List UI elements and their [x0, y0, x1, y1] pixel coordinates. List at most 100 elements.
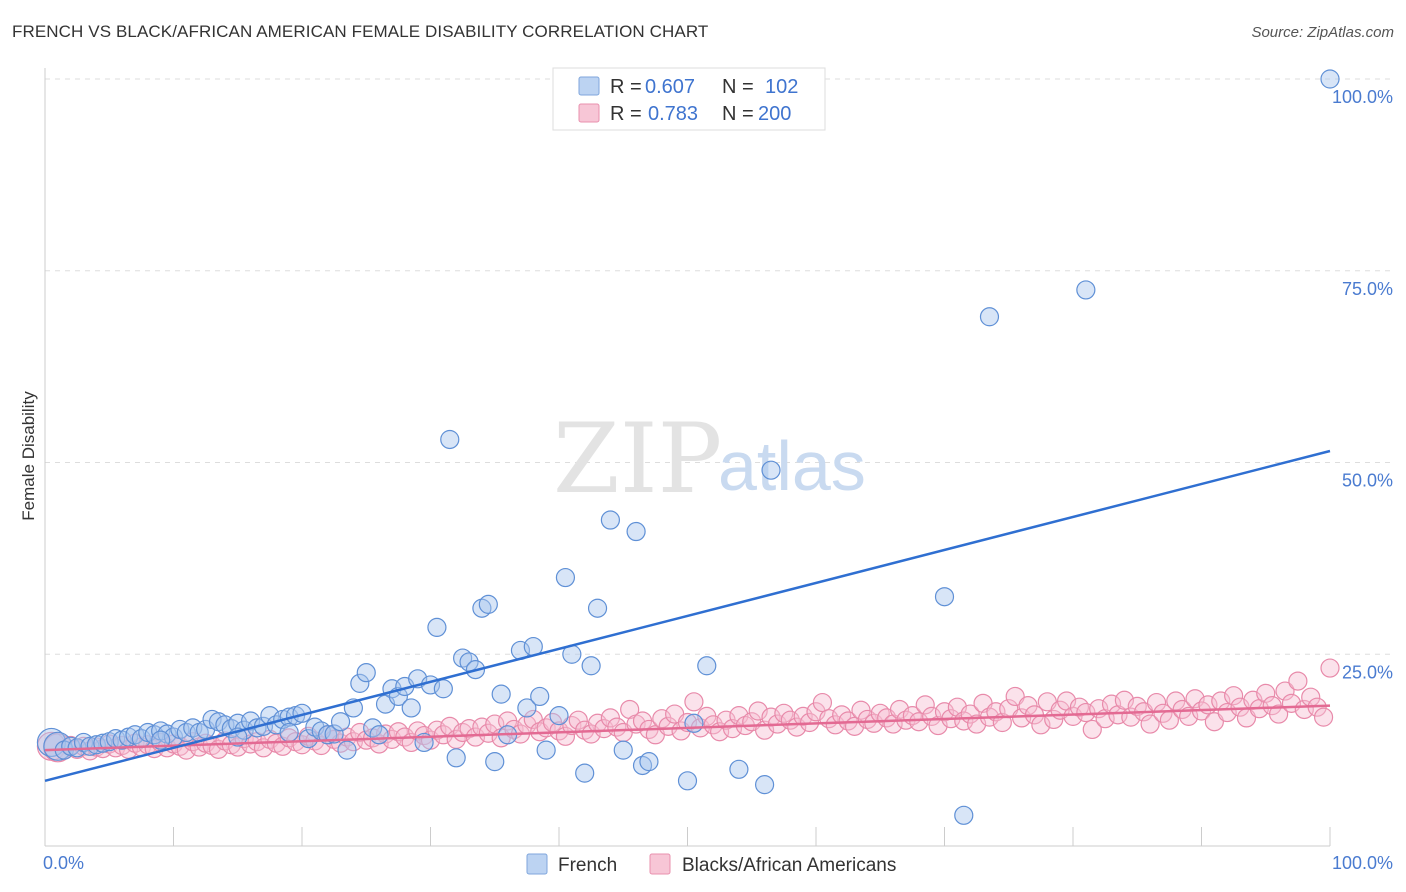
- blacks-point: [825, 715, 845, 735]
- french-point: [279, 722, 299, 743]
- y-tick-label: 100.0%: [1332, 87, 1393, 107]
- french-point: [151, 730, 171, 750]
- blacks-point: [587, 713, 608, 733]
- french-point: [478, 594, 498, 614]
- blacks-point: [1082, 719, 1102, 740]
- watermark-atlas: atlas: [718, 427, 866, 505]
- blacks-point: [684, 692, 704, 712]
- blacks-point: [1268, 704, 1289, 724]
- french-point: [934, 587, 955, 607]
- french-point: [639, 752, 659, 772]
- french-point: [677, 771, 698, 791]
- blacks-point: [915, 695, 935, 715]
- french-point: [61, 736, 81, 756]
- blacks-point: [1288, 671, 1308, 691]
- french-point: [491, 684, 511, 704]
- series-blacks-points: [36, 658, 1340, 763]
- french-point: [485, 752, 505, 772]
- french-point: [324, 724, 344, 744]
- french-point: [600, 510, 621, 530]
- french-point: [549, 706, 569, 726]
- french-point: [626, 521, 646, 542]
- x-tick-label-min: 0.0%: [43, 853, 84, 873]
- french-point: [530, 686, 550, 707]
- x-axis-ticks: [44, 827, 1331, 846]
- x-tick-label-max: 100.0%: [1332, 853, 1393, 873]
- french-point: [979, 307, 1000, 327]
- french-point: [433, 679, 453, 699]
- blacks-point: [568, 710, 588, 730]
- legend-n-label-french: N =: [722, 76, 754, 98]
- legend-r-value-french: 0.607: [645, 76, 695, 98]
- y-tick-label: 75.0%: [1342, 279, 1393, 299]
- french-point: [697, 656, 717, 676]
- french-point: [369, 725, 389, 745]
- blacks-point: [658, 716, 678, 736]
- legend-r-label-blacks: R =: [610, 103, 642, 125]
- french-point: [1076, 280, 1096, 300]
- blacks-point: [812, 692, 833, 713]
- blacks-point: [1224, 686, 1244, 706]
- bottom-legend-swatch-blacks: [649, 853, 671, 875]
- y-tick-label: 25.0%: [1342, 662, 1393, 682]
- french-point: [446, 748, 466, 768]
- legend-r-value-blacks: 0.783: [648, 103, 698, 125]
- french-point: [440, 429, 460, 450]
- blacks-point: [1069, 697, 1090, 717]
- french-point: [350, 673, 370, 693]
- blacks-point: [465, 727, 486, 747]
- french-point: [401, 698, 421, 718]
- bottom-legend-label-blacks: Blacks/African Americans: [682, 855, 896, 876]
- blacks-point: [909, 712, 929, 732]
- french-point: [555, 567, 576, 588]
- bottom-legend-swatch-french: [526, 853, 548, 875]
- french-point: [587, 598, 608, 618]
- french-point: [754, 775, 775, 795]
- french-point: [684, 713, 704, 733]
- blacks-point: [1256, 683, 1276, 703]
- trend-line-french: [44, 449, 1331, 783]
- french-point: [330, 712, 351, 732]
- blacks-point: [787, 717, 807, 737]
- french-point: [575, 763, 595, 783]
- legend-swatch-blacks: [578, 103, 600, 123]
- blacks-point: [562, 715, 582, 736]
- legend-swatch-french: [578, 76, 600, 96]
- french-point: [1320, 69, 1340, 89]
- french-point: [356, 663, 376, 683]
- blacks-point: [864, 713, 884, 733]
- french-point: [613, 740, 633, 760]
- y-tick-label: 50.0%: [1342, 471, 1393, 491]
- trend-line-blacks: [44, 704, 1331, 752]
- bottom-legend: French Blacks/African Americans: [526, 853, 896, 876]
- french-point: [427, 617, 447, 638]
- chart-title: FRENCH VS BLACK/AFRICAN AMERICAN FEMALE …: [12, 22, 709, 41]
- blacks-point: [388, 722, 408, 742]
- grid-lines: [45, 78, 1393, 655]
- blacks-point: [581, 724, 601, 744]
- legend-n-value-french: 102: [765, 76, 798, 98]
- legend-r-label-french: R =: [610, 76, 642, 98]
- trend-lines: [44, 449, 1331, 783]
- watermark-zip: ZIP: [553, 403, 722, 515]
- legend-box: R = 0.607 N = 102 R = 0.783 N = 200: [552, 67, 826, 131]
- french-point: [729, 759, 749, 779]
- y-axis-label: Female Disability: [19, 391, 38, 521]
- french-point: [517, 698, 537, 718]
- blacks-point: [1320, 658, 1340, 678]
- legend-n-value-blacks: 200: [758, 103, 791, 125]
- french-point: [761, 460, 781, 480]
- french-point: [581, 656, 601, 676]
- blacks-point: [350, 722, 370, 743]
- y-axis-tick-labels: 25.0% 50.0% 75.0% 100.0%: [1332, 87, 1393, 682]
- blacks-point: [1140, 714, 1160, 734]
- blacks-point: [1275, 681, 1295, 701]
- french-point: [337, 740, 357, 760]
- source-label: Source: ZipAtlas.com: [1251, 24, 1394, 41]
- bottom-legend-label-french: French: [558, 855, 617, 876]
- blacks-point: [1313, 707, 1334, 727]
- french-point: [536, 740, 556, 760]
- legend-n-label-blacks: N =: [722, 103, 754, 125]
- french-point: [954, 805, 974, 825]
